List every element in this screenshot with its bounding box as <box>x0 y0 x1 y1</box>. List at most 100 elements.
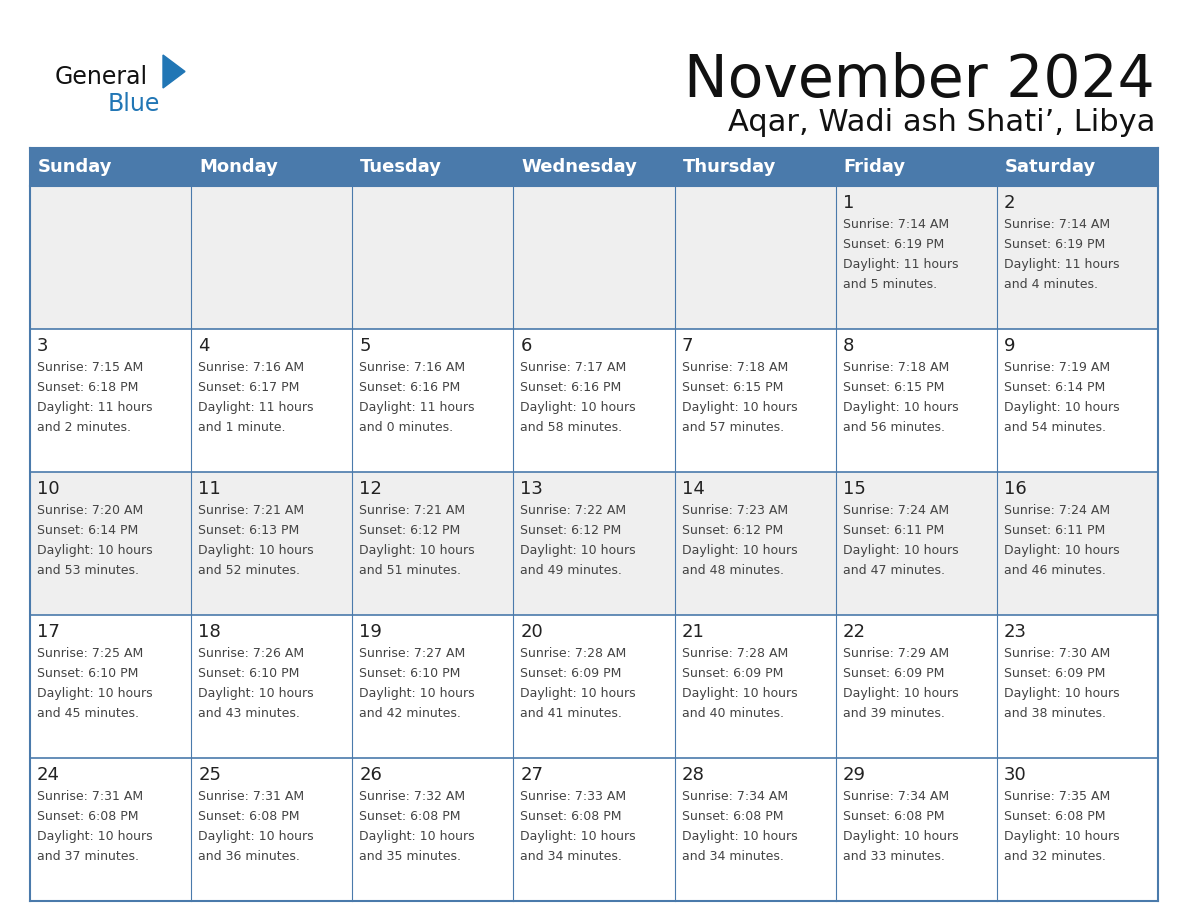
Bar <box>30 148 1158 186</box>
Text: Sunday: Sunday <box>38 158 113 176</box>
Text: Sunrise: 7:19 AM: Sunrise: 7:19 AM <box>1004 361 1110 374</box>
Text: Sunset: 6:08 PM: Sunset: 6:08 PM <box>842 810 944 823</box>
Text: and 37 minutes.: and 37 minutes. <box>37 850 139 863</box>
Text: General: General <box>55 65 148 89</box>
Text: and 52 minutes.: and 52 minutes. <box>198 564 301 577</box>
Text: Sunset: 6:08 PM: Sunset: 6:08 PM <box>359 810 461 823</box>
Text: and 43 minutes.: and 43 minutes. <box>198 707 301 720</box>
Text: November 2024: November 2024 <box>684 52 1155 109</box>
Text: 8: 8 <box>842 337 854 355</box>
Text: Sunrise: 7:32 AM: Sunrise: 7:32 AM <box>359 790 466 803</box>
Text: Sunrise: 7:23 AM: Sunrise: 7:23 AM <box>682 504 788 517</box>
Text: Daylight: 10 hours: Daylight: 10 hours <box>520 830 636 843</box>
Text: Sunset: 6:18 PM: Sunset: 6:18 PM <box>37 381 138 394</box>
Text: Sunset: 6:15 PM: Sunset: 6:15 PM <box>842 381 944 394</box>
Text: 16: 16 <box>1004 480 1026 498</box>
Text: and 47 minutes.: and 47 minutes. <box>842 564 944 577</box>
Text: 26: 26 <box>359 766 383 784</box>
Text: 29: 29 <box>842 766 866 784</box>
Text: Sunrise: 7:14 AM: Sunrise: 7:14 AM <box>1004 218 1110 231</box>
Text: Sunrise: 7:24 AM: Sunrise: 7:24 AM <box>1004 504 1110 517</box>
Text: Daylight: 10 hours: Daylight: 10 hours <box>1004 401 1119 414</box>
Text: Sunset: 6:10 PM: Sunset: 6:10 PM <box>37 667 138 680</box>
Text: Sunset: 6:09 PM: Sunset: 6:09 PM <box>520 667 621 680</box>
Text: Sunset: 6:11 PM: Sunset: 6:11 PM <box>1004 524 1105 537</box>
Text: Sunrise: 7:34 AM: Sunrise: 7:34 AM <box>842 790 949 803</box>
Text: Sunset: 6:08 PM: Sunset: 6:08 PM <box>37 810 139 823</box>
Text: Daylight: 10 hours: Daylight: 10 hours <box>682 830 797 843</box>
Text: Daylight: 10 hours: Daylight: 10 hours <box>37 830 152 843</box>
Text: and 40 minutes.: and 40 minutes. <box>682 707 784 720</box>
Text: Daylight: 11 hours: Daylight: 11 hours <box>1004 258 1119 271</box>
Text: 14: 14 <box>682 480 704 498</box>
Text: 24: 24 <box>37 766 61 784</box>
Text: 9: 9 <box>1004 337 1016 355</box>
Bar <box>30 329 1158 472</box>
Text: 13: 13 <box>520 480 543 498</box>
Text: Sunset: 6:08 PM: Sunset: 6:08 PM <box>682 810 783 823</box>
Text: Daylight: 10 hours: Daylight: 10 hours <box>37 544 152 557</box>
Text: and 34 minutes.: and 34 minutes. <box>520 850 623 863</box>
Text: and 54 minutes.: and 54 minutes. <box>1004 421 1106 434</box>
Text: Daylight: 11 hours: Daylight: 11 hours <box>198 401 314 414</box>
Text: Sunset: 6:12 PM: Sunset: 6:12 PM <box>520 524 621 537</box>
Text: Daylight: 10 hours: Daylight: 10 hours <box>198 544 314 557</box>
Text: Daylight: 10 hours: Daylight: 10 hours <box>842 544 959 557</box>
Text: Friday: Friday <box>843 158 905 176</box>
Text: and 51 minutes.: and 51 minutes. <box>359 564 461 577</box>
Text: 22: 22 <box>842 623 866 641</box>
Text: Daylight: 11 hours: Daylight: 11 hours <box>37 401 152 414</box>
Text: and 46 minutes.: and 46 minutes. <box>1004 564 1106 577</box>
Text: Sunset: 6:10 PM: Sunset: 6:10 PM <box>198 667 299 680</box>
Text: and 35 minutes.: and 35 minutes. <box>359 850 461 863</box>
Text: Sunset: 6:13 PM: Sunset: 6:13 PM <box>198 524 299 537</box>
Text: 10: 10 <box>37 480 59 498</box>
Text: Sunrise: 7:27 AM: Sunrise: 7:27 AM <box>359 647 466 660</box>
Text: Sunrise: 7:24 AM: Sunrise: 7:24 AM <box>842 504 949 517</box>
Text: Aqar, Wadi ash Shati’, Libya: Aqar, Wadi ash Shati’, Libya <box>727 108 1155 137</box>
Text: and 49 minutes.: and 49 minutes. <box>520 564 623 577</box>
Text: Sunrise: 7:28 AM: Sunrise: 7:28 AM <box>682 647 788 660</box>
Text: Daylight: 10 hours: Daylight: 10 hours <box>359 544 475 557</box>
Bar <box>30 758 1158 901</box>
Text: Sunset: 6:15 PM: Sunset: 6:15 PM <box>682 381 783 394</box>
Text: Daylight: 10 hours: Daylight: 10 hours <box>842 830 959 843</box>
Text: Sunset: 6:17 PM: Sunset: 6:17 PM <box>198 381 299 394</box>
Text: Daylight: 10 hours: Daylight: 10 hours <box>682 401 797 414</box>
Text: Sunrise: 7:21 AM: Sunrise: 7:21 AM <box>198 504 304 517</box>
Bar <box>30 615 1158 758</box>
Text: and 41 minutes.: and 41 minutes. <box>520 707 623 720</box>
Bar <box>30 186 1158 329</box>
Text: Daylight: 10 hours: Daylight: 10 hours <box>1004 830 1119 843</box>
Text: and 56 minutes.: and 56 minutes. <box>842 421 944 434</box>
Text: and 57 minutes.: and 57 minutes. <box>682 421 784 434</box>
Text: 5: 5 <box>359 337 371 355</box>
Text: Sunrise: 7:25 AM: Sunrise: 7:25 AM <box>37 647 144 660</box>
Text: Sunset: 6:19 PM: Sunset: 6:19 PM <box>1004 238 1105 251</box>
Text: Thursday: Thursday <box>683 158 776 176</box>
Text: Sunrise: 7:21 AM: Sunrise: 7:21 AM <box>359 504 466 517</box>
Text: 3: 3 <box>37 337 49 355</box>
Text: and 36 minutes.: and 36 minutes. <box>198 850 301 863</box>
Text: Daylight: 10 hours: Daylight: 10 hours <box>842 401 959 414</box>
Text: and 2 minutes.: and 2 minutes. <box>37 421 131 434</box>
Text: Blue: Blue <box>108 92 160 116</box>
Text: Sunrise: 7:16 AM: Sunrise: 7:16 AM <box>198 361 304 374</box>
Text: Daylight: 10 hours: Daylight: 10 hours <box>37 687 152 700</box>
Text: Daylight: 10 hours: Daylight: 10 hours <box>198 687 314 700</box>
Text: and 48 minutes.: and 48 minutes. <box>682 564 784 577</box>
Text: Daylight: 10 hours: Daylight: 10 hours <box>359 830 475 843</box>
Text: and 39 minutes.: and 39 minutes. <box>842 707 944 720</box>
Text: Sunset: 6:19 PM: Sunset: 6:19 PM <box>842 238 944 251</box>
Text: Sunset: 6:09 PM: Sunset: 6:09 PM <box>842 667 944 680</box>
Text: 20: 20 <box>520 623 543 641</box>
Text: Sunrise: 7:31 AM: Sunrise: 7:31 AM <box>198 790 304 803</box>
Text: 23: 23 <box>1004 623 1026 641</box>
Text: Saturday: Saturday <box>1005 158 1097 176</box>
Text: Sunset: 6:08 PM: Sunset: 6:08 PM <box>1004 810 1105 823</box>
Text: Monday: Monday <box>200 158 278 176</box>
Text: Sunset: 6:12 PM: Sunset: 6:12 PM <box>359 524 461 537</box>
Text: Sunrise: 7:31 AM: Sunrise: 7:31 AM <box>37 790 143 803</box>
Text: 2: 2 <box>1004 194 1016 212</box>
Text: 6: 6 <box>520 337 532 355</box>
